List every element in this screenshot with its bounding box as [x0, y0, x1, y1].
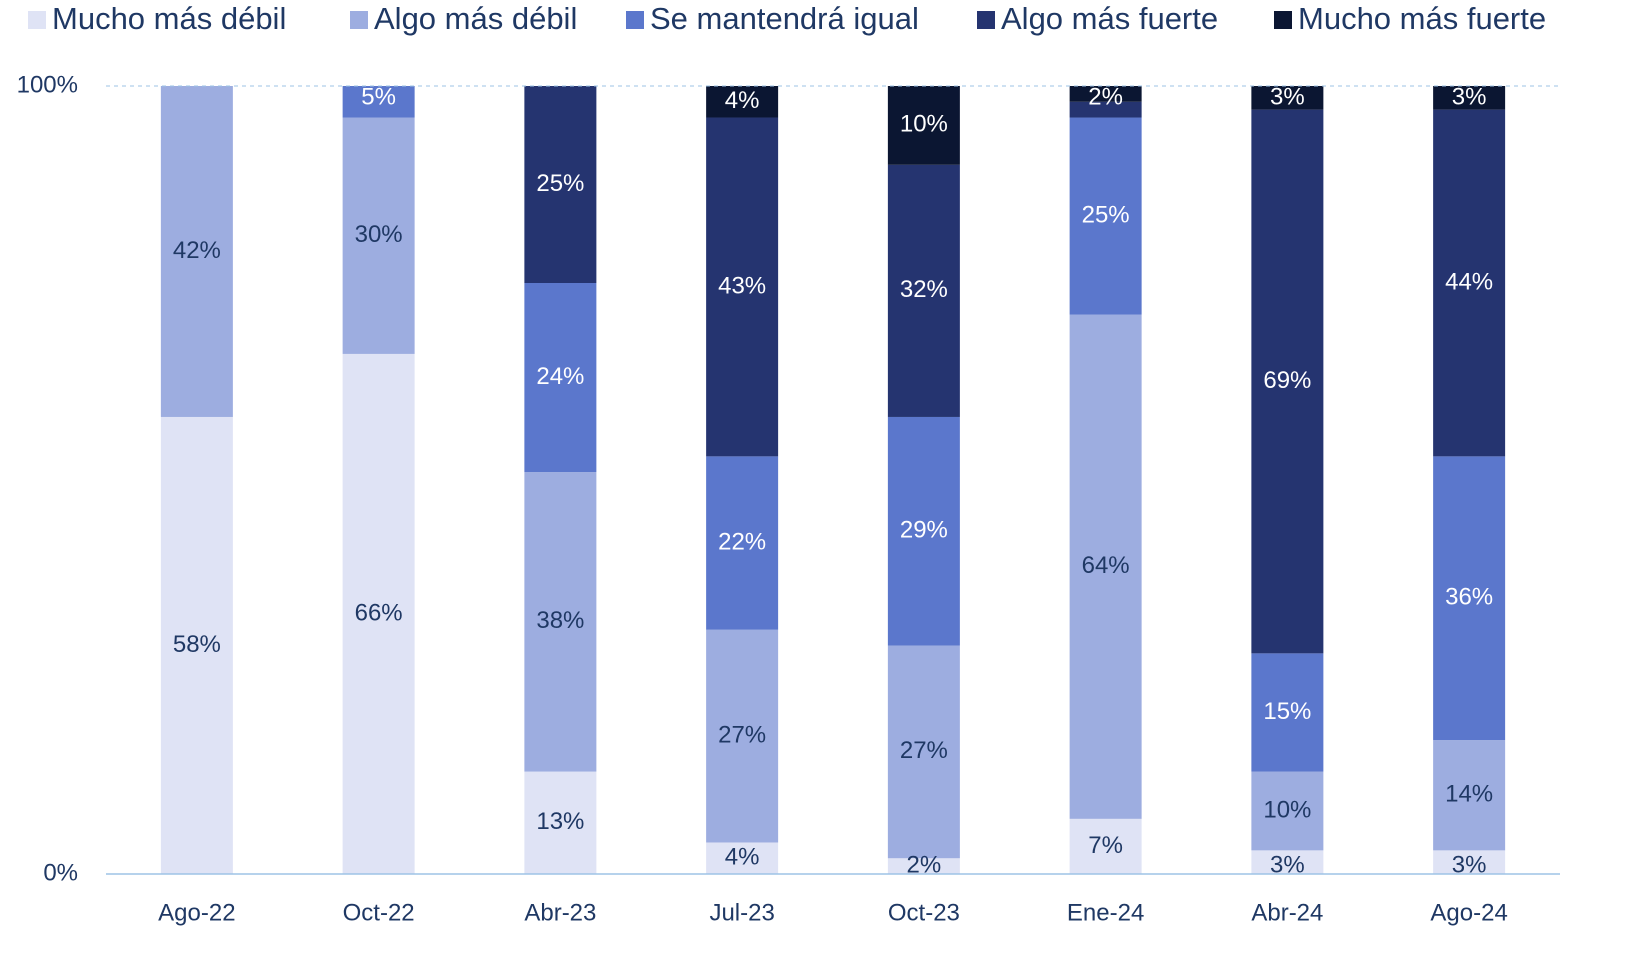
legend-label: Se mantendrá igual	[650, 1, 919, 36]
data-label: 36%	[1445, 584, 1493, 611]
data-label: 10%	[900, 111, 948, 138]
legend-swatch	[977, 11, 995, 29]
data-label: 25%	[536, 170, 584, 197]
plot-area	[160, 86, 1506, 874]
bar-segment	[1433, 109, 1506, 457]
x-tick-label: Oct-23	[888, 899, 960, 926]
x-tick-label: Abr-23	[524, 899, 596, 926]
legend-swatch	[626, 11, 644, 29]
data-label: 32%	[900, 276, 948, 303]
data-label: 38%	[536, 607, 584, 634]
data-label: 42%	[173, 237, 221, 264]
data-label: 58%	[173, 631, 221, 658]
bar-segment	[524, 472, 597, 772]
data-label: 7%	[1088, 832, 1123, 859]
data-label: 24%	[536, 363, 584, 390]
bar-segment	[1251, 86, 1324, 110]
data-label: 10%	[1263, 796, 1311, 823]
bar-segment	[524, 771, 597, 874]
data-label: 13%	[536, 808, 584, 835]
data-label: 43%	[718, 272, 766, 299]
bar-segment	[887, 416, 960, 646]
bar-segment	[887, 164, 960, 417]
bar-segment	[1251, 653, 1324, 772]
x-tick-label: Ene-24	[1067, 899, 1144, 926]
data-label: 64%	[1082, 552, 1130, 579]
bar-segment	[342, 117, 415, 354]
data-label: 30%	[355, 221, 403, 248]
bar-segment	[887, 645, 960, 859]
legend-swatch	[350, 11, 368, 29]
bar-segment	[1433, 740, 1506, 851]
bar-segment	[1069, 818, 1142, 874]
bar-segment	[1433, 850, 1506, 874]
data-label: 44%	[1445, 268, 1493, 295]
y-tick-label: 0%	[43, 859, 78, 886]
bar-segment	[1069, 86, 1142, 102]
bar-segment	[706, 456, 779, 630]
bar-segment	[1069, 117, 1142, 315]
bar-segment	[160, 416, 233, 874]
data-label: 3%	[1270, 83, 1305, 110]
legend-label: Algo más débil	[374, 1, 577, 36]
bar-segment	[342, 353, 415, 874]
data-label: 4%	[725, 844, 760, 871]
data-label: 3%	[1270, 851, 1305, 878]
legend-label: Mucho más fuerte	[1298, 1, 1546, 36]
bar-segment	[1069, 314, 1142, 819]
data-label: 27%	[900, 737, 948, 764]
data-label: 22%	[718, 528, 766, 555]
data-label: 2%	[907, 851, 942, 878]
x-tick-label: Jul-23	[709, 899, 774, 926]
bar-segment	[887, 86, 960, 165]
y-tick-label: 100%	[17, 71, 78, 98]
data-label: 14%	[1445, 781, 1493, 808]
data-label: 27%	[718, 721, 766, 748]
x-tick-label: Abr-24	[1251, 899, 1323, 926]
bar-segment	[1069, 101, 1142, 118]
bar-segment	[342, 86, 415, 118]
x-tick-label: Oct-22	[343, 899, 415, 926]
bar-segment	[1251, 850, 1324, 874]
data-label: 2%	[1088, 83, 1123, 110]
bar-segment	[706, 629, 779, 843]
legend-label: Algo más fuerte	[1001, 1, 1218, 36]
bar-segment	[1251, 109, 1324, 654]
bar-segment	[1433, 86, 1506, 110]
x-tick-label: Ago-22	[158, 899, 235, 926]
data-label: 15%	[1263, 698, 1311, 725]
bar-segment	[1433, 456, 1506, 741]
legend-swatch	[1274, 11, 1292, 29]
data-label: 3%	[1452, 83, 1487, 110]
legend-label: Mucho más débil	[52, 1, 286, 36]
bar-segment	[706, 86, 779, 118]
bar-segment	[160, 86, 233, 417]
bar-segment	[524, 283, 597, 473]
data-label: 25%	[1082, 201, 1130, 228]
bar-segment	[887, 858, 960, 874]
data-label: 4%	[725, 87, 760, 114]
data-label: 66%	[355, 599, 403, 626]
data-label: 29%	[900, 517, 948, 544]
legend-swatch	[28, 11, 46, 29]
data-label: 3%	[1452, 851, 1487, 878]
x-tick-label: Ago-24	[1430, 899, 1507, 926]
bar-segment	[706, 117, 779, 457]
bar-segment	[1251, 771, 1324, 851]
bar-segment	[706, 842, 779, 874]
data-label: 5%	[361, 83, 396, 110]
bar-segment	[524, 86, 597, 283]
data-label: 69%	[1263, 367, 1311, 394]
